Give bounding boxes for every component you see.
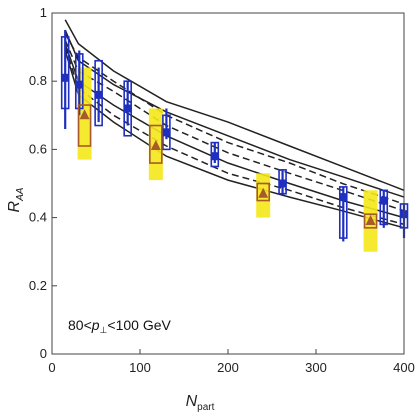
triangle-systematic-box xyxy=(256,182,271,202)
y-tick-label: 0.6 xyxy=(29,141,47,156)
square-point xyxy=(379,196,388,205)
axis-ticks: 0 100 200 300 400 0 0.2 0.4 0.6 0.8 1 xyxy=(29,5,415,375)
triangle-systematic-box xyxy=(363,213,378,229)
x-tick-label: 400 xyxy=(393,360,415,375)
x-axis-title-sub: part xyxy=(197,402,214,413)
model-curves xyxy=(64,19,405,229)
square-point xyxy=(162,128,171,137)
x-axis-title-main: N xyxy=(186,393,198,410)
y-tick-label: 0.2 xyxy=(29,278,47,293)
y-tick-label: 0.8 xyxy=(29,73,47,88)
model-curve-2 xyxy=(64,29,405,198)
y-axis-title-sub: AA xyxy=(15,187,26,202)
annotation-sub: ⊥ xyxy=(100,325,108,335)
x-tick-label: 200 xyxy=(217,360,239,375)
x-axis-title: Npart xyxy=(186,393,215,413)
y-tick-label: 1 xyxy=(40,5,47,20)
model-curve-3 xyxy=(64,33,405,205)
triangle-point xyxy=(365,215,376,226)
annotation-var: p xyxy=(91,317,100,333)
x-tick-label: 0 xyxy=(48,360,55,375)
triangle-point xyxy=(258,187,269,198)
model-curve-1 xyxy=(64,19,405,191)
square-point xyxy=(75,80,84,89)
model-curve-4 xyxy=(64,40,405,212)
square-point xyxy=(278,179,287,188)
y-tick-label: 0 xyxy=(40,346,47,361)
triangle-systematic-box xyxy=(77,104,92,147)
data-points xyxy=(60,30,409,252)
model-curve-5 xyxy=(64,43,405,219)
x-tick-label: 300 xyxy=(305,360,327,375)
square-point xyxy=(123,104,132,113)
square-point xyxy=(210,152,219,161)
square-point xyxy=(339,193,348,202)
kinematic-range-annotation: 80<p⊥<100 GeV xyxy=(68,317,171,335)
triangle-point xyxy=(150,139,161,150)
y-axis-title: RAA xyxy=(6,187,26,212)
square-point xyxy=(61,73,70,82)
x-tick-label: 100 xyxy=(129,360,151,375)
annotation-suffix: <100 GeV xyxy=(107,317,171,333)
triangle-point xyxy=(79,109,90,120)
square-point xyxy=(94,90,103,99)
model-curve-6 xyxy=(64,46,405,226)
annotation-prefix: 80< xyxy=(68,317,92,333)
y-axis-title-main: R xyxy=(6,200,23,212)
triangle-systematic-box xyxy=(149,124,163,164)
y-tick-label: 0.4 xyxy=(29,210,47,225)
